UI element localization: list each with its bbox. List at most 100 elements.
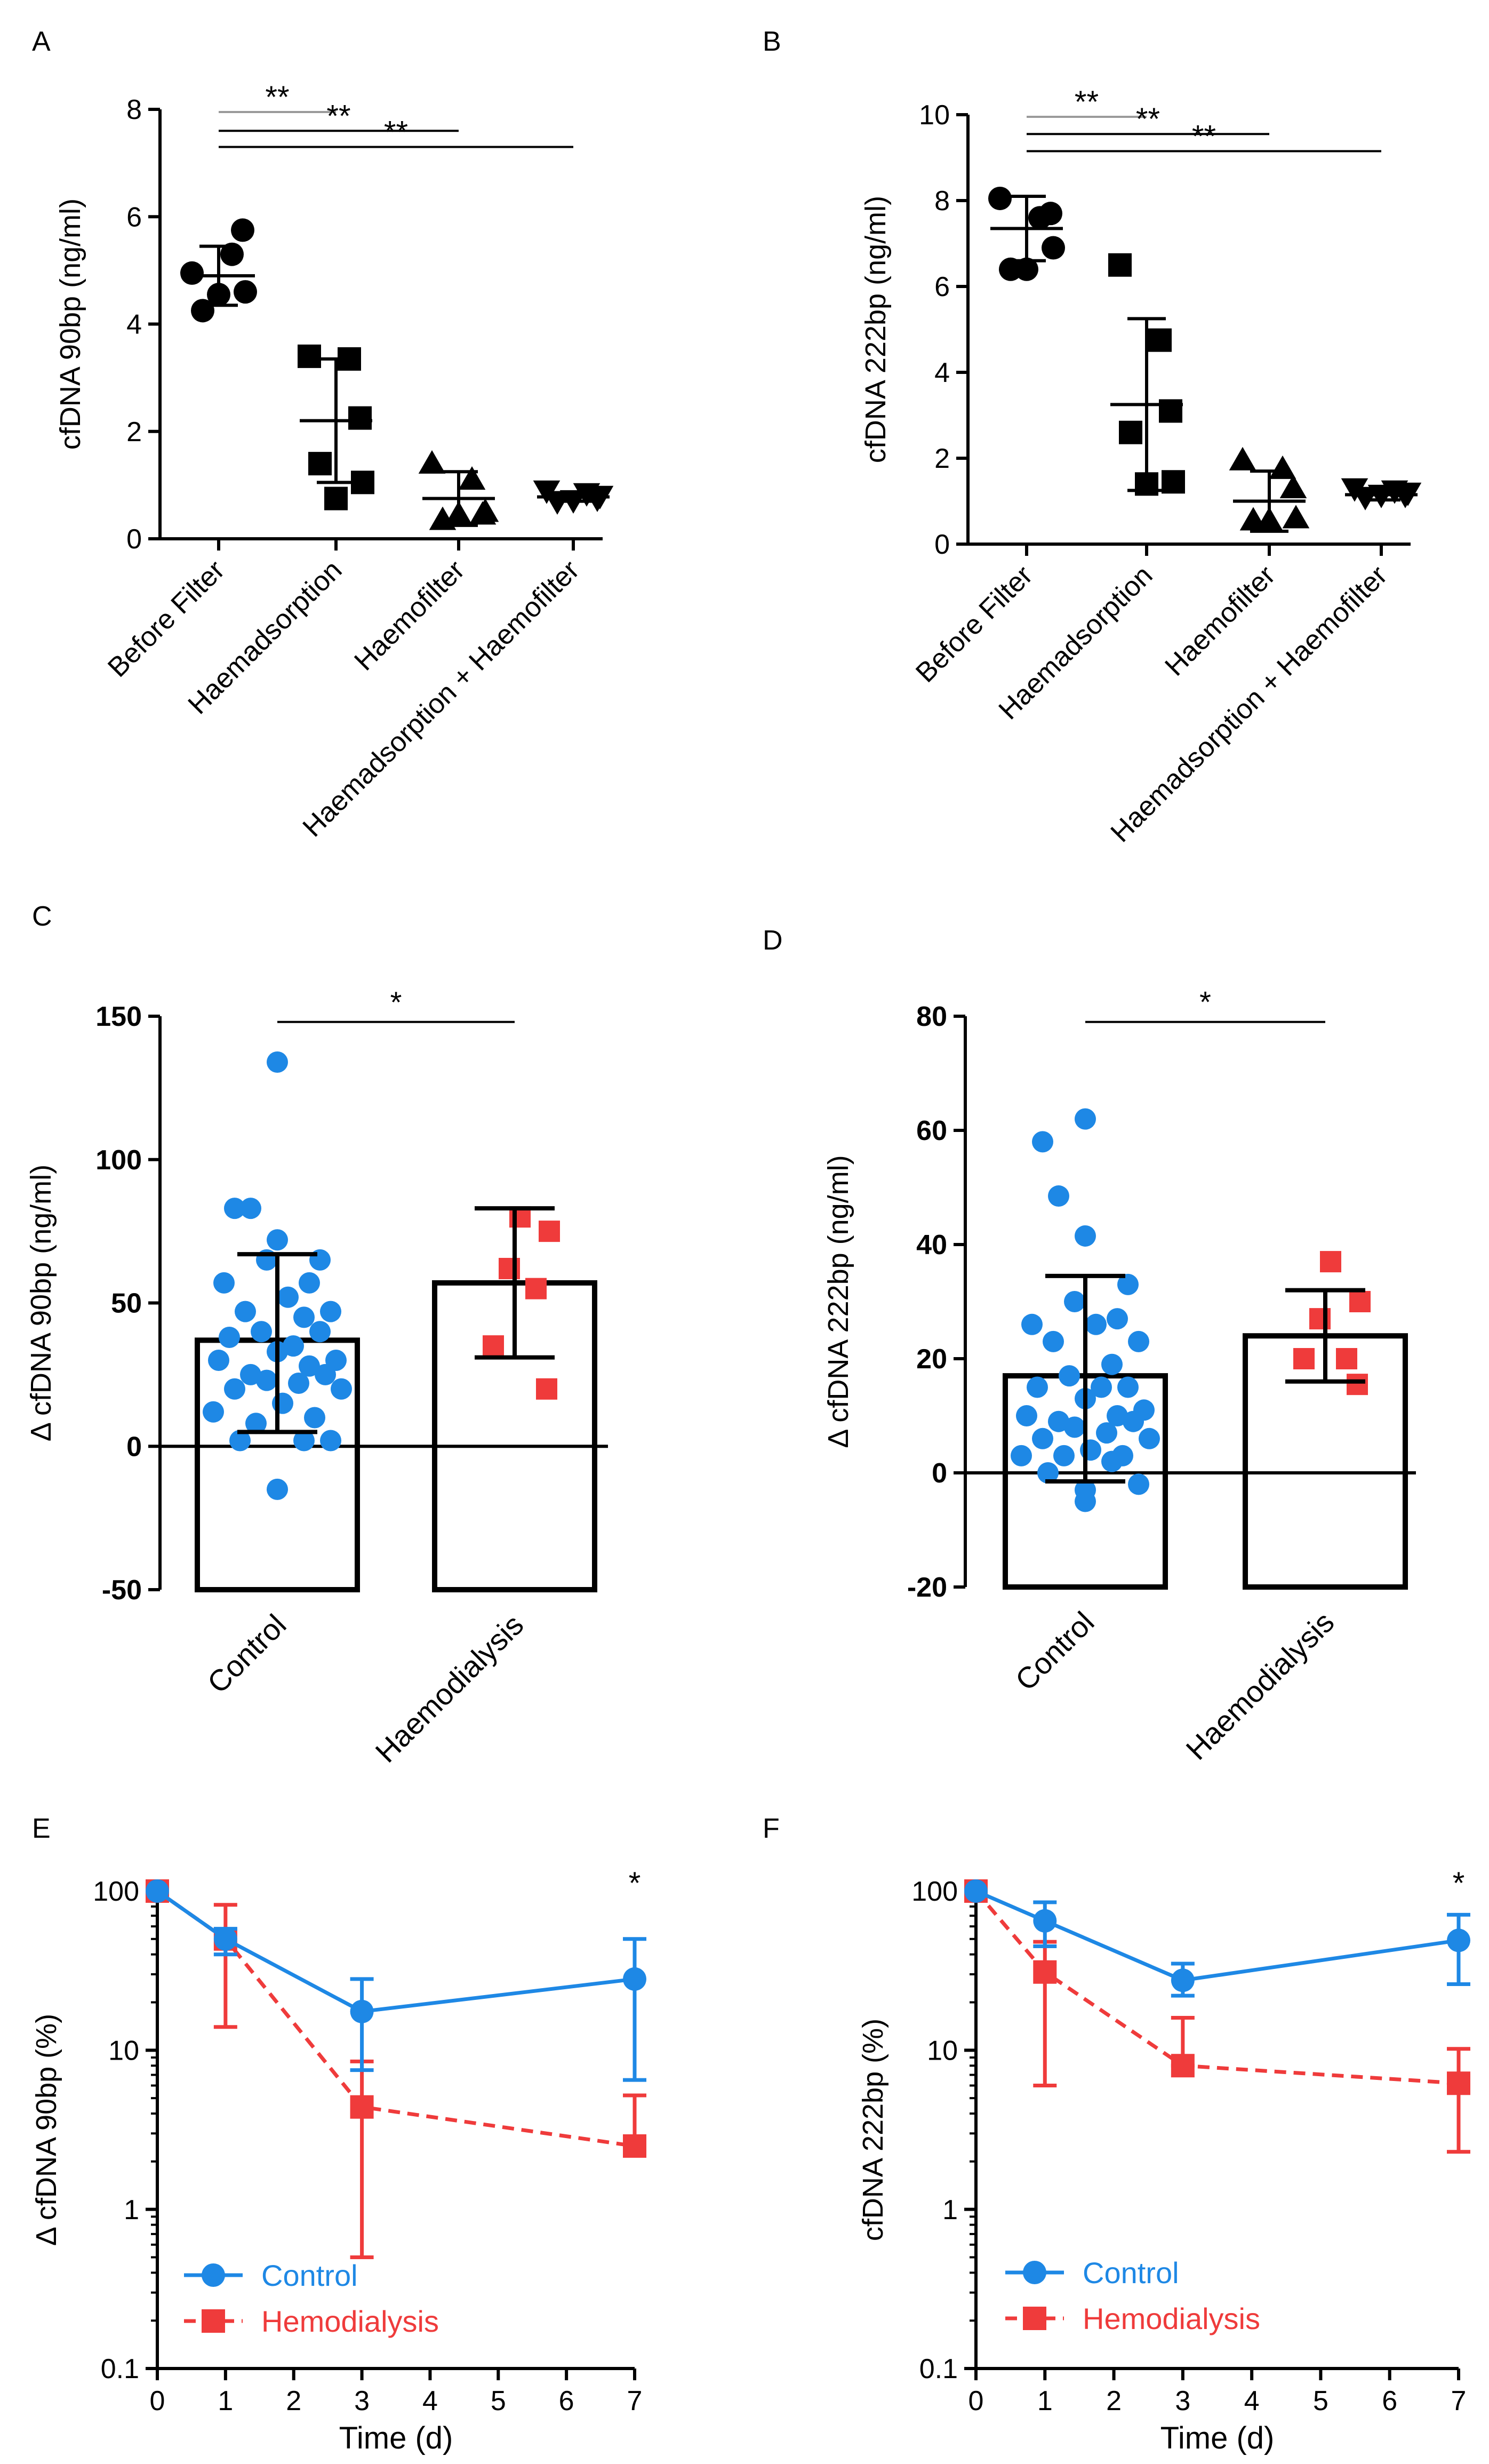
x-tick-label: 1 (218, 2386, 233, 2417)
x-tick-label: 0 (150, 2386, 165, 2417)
y-tick-label: 8 (126, 94, 142, 125)
data-point (1021, 1313, 1043, 1335)
data-point (1351, 487, 1379, 511)
data-point (539, 1221, 560, 1242)
data-point (299, 1355, 320, 1377)
x-tick-label: Haemofilter (348, 554, 470, 676)
data-point (1293, 1348, 1315, 1369)
x-tick-label: 2 (1106, 2386, 1122, 2417)
data-point (1011, 1445, 1032, 1466)
y-tick-label: 0 (932, 1458, 947, 1489)
chart-c: -50 0 50 100 150 Δ cfDNA 90bp (ng/ml) Control H… (25, 985, 608, 1769)
data-point (1085, 1313, 1107, 1335)
data-point (1075, 1225, 1096, 1247)
y-tick-label: -50 (102, 1575, 142, 1606)
data-point (208, 1350, 229, 1371)
x-tick-label: Haemodialysis (1179, 1605, 1340, 1766)
y-tick-label: 150 (95, 1001, 142, 1032)
x-tick-label: 4 (1244, 2386, 1260, 2417)
panel-label-c: C (32, 901, 52, 932)
data-point (1349, 1291, 1371, 1312)
x-tick-label: 6 (1382, 2386, 1397, 2417)
data-point (1091, 1376, 1112, 1398)
data-point (1107, 1405, 1128, 1426)
data-point (315, 1363, 336, 1385)
data-point (1043, 1330, 1064, 1352)
data-point (1015, 257, 1038, 281)
data-point (224, 1198, 245, 1219)
significance-label: ** (1136, 102, 1160, 137)
legend-marker (1023, 2307, 1046, 2330)
data-point (324, 487, 348, 511)
data-point (1042, 236, 1065, 260)
data-point (251, 1321, 272, 1343)
data-point (267, 1478, 288, 1500)
y-tick-label: 6 (934, 272, 950, 302)
y-tick-label: -20 (907, 1572, 947, 1603)
y-tick-label: 20 (916, 1344, 947, 1375)
y-tick-label: 0.1 (919, 2354, 958, 2385)
data-point (483, 1335, 504, 1357)
data-point (256, 1369, 277, 1391)
data-point (180, 261, 204, 285)
data-point (1033, 1960, 1057, 1984)
y-tick-label: 50 (111, 1288, 142, 1319)
y-tick-label: 8 (934, 186, 950, 217)
significance-label: ** (1075, 85, 1099, 119)
data-point (1347, 1374, 1368, 1396)
data-point (536, 1378, 557, 1400)
y-tick-label: 2 (934, 443, 950, 474)
data-point (235, 1301, 256, 1322)
data-point (207, 283, 230, 307)
y-tick-label: 80 (916, 1001, 947, 1032)
y-axis-label: Δ cfDNA 90bp (ng/ml) (25, 1165, 57, 1441)
data-point (1101, 1450, 1123, 1472)
y-axis-label: cfDNA 222bp (%) (857, 2019, 889, 2241)
data-point (1123, 1410, 1144, 1432)
x-tick-label: 1 (1037, 2386, 1053, 2417)
data-point (1108, 253, 1132, 277)
x-tick-label: 5 (491, 2386, 506, 2417)
data-point (1162, 470, 1185, 494)
data-point (231, 218, 254, 242)
data-point (203, 1401, 224, 1423)
data-point (293, 1306, 315, 1328)
data-point (234, 280, 257, 304)
panel-label-f: F (763, 1813, 780, 1844)
data-point (219, 1327, 240, 1348)
data-point (288, 1373, 309, 1394)
chart-b: 0 2 4 6 8 10 cfDNA 222bp (ng/ml) Before Filter H… (860, 85, 1422, 848)
data-point (418, 450, 446, 474)
significance-label: * (629, 1866, 641, 1901)
data-point (1027, 1376, 1048, 1398)
x-axis-label: Time (d) (339, 2421, 453, 2455)
data-point (1159, 399, 1182, 423)
x-tick-label: Haemodialysis (369, 1608, 530, 1769)
significance-label: ** (326, 99, 350, 133)
panel-label-e: E (32, 1813, 51, 1844)
data-point (559, 490, 587, 514)
significance-label: ** (1192, 119, 1216, 154)
significance-label: ** (384, 115, 408, 149)
data-point (1135, 472, 1158, 496)
data-point (191, 299, 214, 323)
data-point (988, 186, 1012, 210)
chart-f: 0.1 1 10 100 cfDNA 222bp (%) 0 1 2 3 4 5 6 7 Time (d)… (857, 1866, 1470, 2455)
data-point (1119, 420, 1142, 444)
data-point (1171, 2054, 1195, 2078)
y-tick-label: 0 (126, 524, 142, 555)
data-point (1075, 1108, 1096, 1130)
data-point (1096, 1422, 1117, 1444)
x-tick-label: 0 (968, 2386, 984, 2417)
data-point (350, 2095, 374, 2119)
panel-label-a: A (32, 26, 51, 57)
legend-label: Hemodialysis (1083, 2302, 1260, 2335)
y-tick-label: 60 (916, 1115, 947, 1146)
x-tick-label: Before Filter (910, 560, 1038, 688)
data-point (350, 1999, 374, 2023)
y-tick-label: 6 (126, 202, 142, 233)
legend-marker (202, 2309, 225, 2333)
y-axis-label: Δ cfDNA 222bp (ng/ml) (822, 1155, 854, 1448)
data-point (1171, 1968, 1195, 1992)
x-tick-label: 6 (559, 2386, 574, 2417)
